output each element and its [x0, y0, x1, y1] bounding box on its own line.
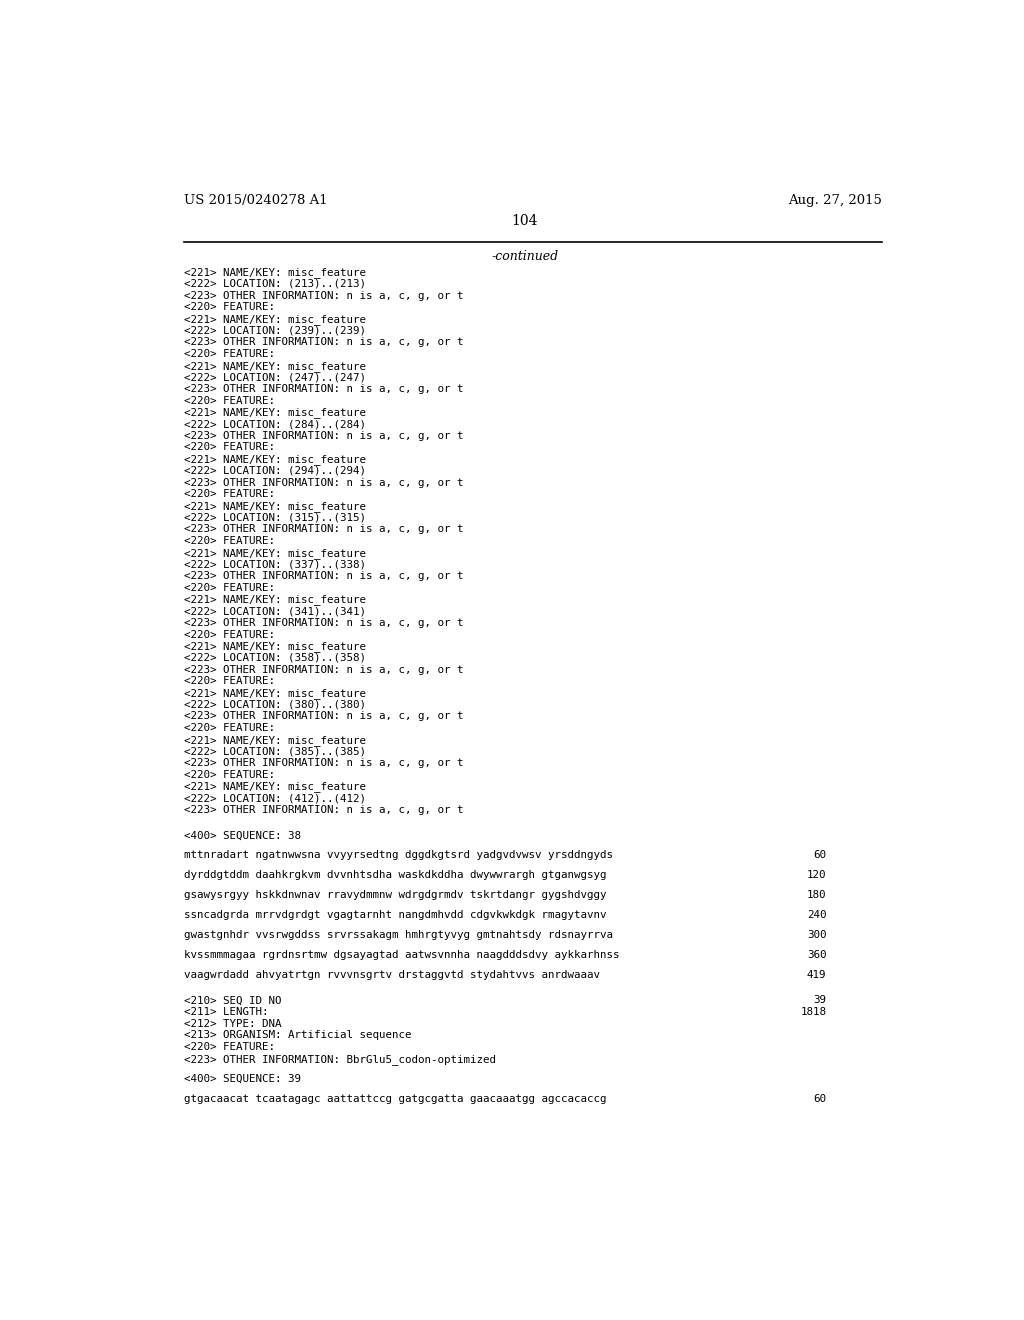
- Text: gtgacaacat tcaatagagc aattattccg gatgcgatta gaacaaatgg agccacaccg: gtgacaacat tcaatagagc aattattccg gatgcga…: [183, 1093, 606, 1104]
- Text: <220> FEATURE:: <220> FEATURE:: [183, 536, 274, 546]
- Text: 1818: 1818: [801, 1007, 826, 1016]
- Text: gsawysrgyy hskkdnwnav rravydmmnw wdrgdgrmdv tskrtdangr gygshdvggy: gsawysrgyy hskkdnwnav rravydmmnw wdrgdgr…: [183, 890, 606, 900]
- Text: 60: 60: [813, 1093, 826, 1104]
- Text: <221> NAME/KEY: misc_feature: <221> NAME/KEY: misc_feature: [183, 360, 366, 371]
- Text: <222> LOCATION: (213)..(213): <222> LOCATION: (213)..(213): [183, 279, 366, 289]
- Text: <211> LENGTH:: <211> LENGTH:: [183, 1007, 268, 1016]
- Text: <222> LOCATION: (341)..(341): <222> LOCATION: (341)..(341): [183, 606, 366, 616]
- Text: <221> NAME/KEY: misc_feature: <221> NAME/KEY: misc_feature: [183, 548, 366, 558]
- Text: <222> LOCATION: (284)..(284): <222> LOCATION: (284)..(284): [183, 420, 366, 429]
- Text: 39: 39: [813, 995, 826, 1006]
- Text: <223> OTHER INFORMATION: n is a, c, g, or t: <223> OTHER INFORMATION: n is a, c, g, o…: [183, 618, 463, 628]
- Text: <400> SEQUENCE: 38: <400> SEQUENCE: 38: [183, 830, 301, 841]
- Text: kvssmmmagaa rgrdnsrtmw dgsayagtad aatwsvnnha naagdddsdvy aykkarhnss: kvssmmmagaa rgrdnsrtmw dgsayagtad aatwsv…: [183, 950, 620, 960]
- Text: <220> FEATURE:: <220> FEATURE:: [183, 723, 274, 733]
- Text: <223> OTHER INFORMATION: n is a, c, g, or t: <223> OTHER INFORMATION: n is a, c, g, o…: [183, 758, 463, 768]
- Text: ssncadgrda mrrvdgrdgt vgagtarnht nangdmhvdd cdgvkwkdgk rmagytavnv: ssncadgrda mrrvdgrdgt vgagtarnht nangdmh…: [183, 909, 606, 920]
- Text: <221> NAME/KEY: misc_feature: <221> NAME/KEY: misc_feature: [183, 408, 366, 418]
- Text: gwastgnhdr vvsrwgddss srvrssakagm hmhrgtyvyg gmtnahtsdy rdsnayrrva: gwastgnhdr vvsrwgddss srvrssakagm hmhrgt…: [183, 929, 612, 940]
- Text: <222> LOCATION: (358)..(358): <222> LOCATION: (358)..(358): [183, 653, 366, 663]
- Text: <221> NAME/KEY: misc_feature: <221> NAME/KEY: misc_feature: [183, 454, 366, 465]
- Text: <221> NAME/KEY: misc_feature: <221> NAME/KEY: misc_feature: [183, 267, 366, 279]
- Text: <212> TYPE: DNA: <212> TYPE: DNA: [183, 1019, 281, 1028]
- Text: -continued: -continued: [492, 249, 558, 263]
- Text: 419: 419: [807, 970, 826, 979]
- Text: <223> OTHER INFORMATION: n is a, c, g, or t: <223> OTHER INFORMATION: n is a, c, g, o…: [183, 478, 463, 487]
- Text: <222> LOCATION: (337)..(338): <222> LOCATION: (337)..(338): [183, 560, 366, 569]
- Text: <223> OTHER INFORMATION: n is a, c, g, or t: <223> OTHER INFORMATION: n is a, c, g, o…: [183, 290, 463, 301]
- Text: <220> FEATURE:: <220> FEATURE:: [183, 490, 274, 499]
- Text: <213> ORGANISM: Artificial sequence: <213> ORGANISM: Artificial sequence: [183, 1031, 411, 1040]
- Text: <222> LOCATION: (294)..(294): <222> LOCATION: (294)..(294): [183, 466, 366, 477]
- Text: <400> SEQUENCE: 39: <400> SEQUENCE: 39: [183, 1073, 301, 1084]
- Text: <220> FEATURE:: <220> FEATURE:: [183, 770, 274, 780]
- Text: <223> OTHER INFORMATION: n is a, c, g, or t: <223> OTHER INFORMATION: n is a, c, g, o…: [183, 664, 463, 675]
- Text: <222> LOCATION: (247)..(247): <222> LOCATION: (247)..(247): [183, 372, 366, 383]
- Text: <210> SEQ ID NO: <210> SEQ ID NO: [183, 995, 281, 1006]
- Text: <223> OTHER INFORMATION: n is a, c, g, or t: <223> OTHER INFORMATION: n is a, c, g, o…: [183, 384, 463, 395]
- Text: <221> NAME/KEY: misc_feature: <221> NAME/KEY: misc_feature: [183, 500, 366, 512]
- Text: <220> FEATURE:: <220> FEATURE:: [183, 630, 274, 639]
- Text: <222> LOCATION: (385)..(385): <222> LOCATION: (385)..(385): [183, 746, 366, 756]
- Text: 240: 240: [807, 909, 826, 920]
- Text: <221> NAME/KEY: misc_feature: <221> NAME/KEY: misc_feature: [183, 781, 366, 792]
- Text: <221> NAME/KEY: misc_feature: <221> NAME/KEY: misc_feature: [183, 688, 366, 698]
- Text: vaagwrdadd ahvyatrtgn rvvvnsgrtv drstaggvtd stydahtvvs anrdwaaav: vaagwrdadd ahvyatrtgn rvvvnsgrtv drstagg…: [183, 970, 600, 979]
- Text: <223> OTHER INFORMATION: n is a, c, g, or t: <223> OTHER INFORMATION: n is a, c, g, o…: [183, 338, 463, 347]
- Text: 60: 60: [813, 850, 826, 861]
- Text: 180: 180: [807, 890, 826, 900]
- Text: mttnradart ngatnwwsna vvyyrsedtng dggdkgtsrd yadgvdvwsv yrsddngyds: mttnradart ngatnwwsna vvyyrsedtng dggdkg…: [183, 850, 612, 861]
- Text: <223> OTHER INFORMATION: n is a, c, g, or t: <223> OTHER INFORMATION: n is a, c, g, o…: [183, 524, 463, 535]
- Text: <222> LOCATION: (239)..(239): <222> LOCATION: (239)..(239): [183, 326, 366, 335]
- Text: <221> NAME/KEY: misc_feature: <221> NAME/KEY: misc_feature: [183, 642, 366, 652]
- Text: <223> OTHER INFORMATION: n is a, c, g, or t: <223> OTHER INFORMATION: n is a, c, g, o…: [183, 572, 463, 581]
- Text: <221> NAME/KEY: misc_feature: <221> NAME/KEY: misc_feature: [183, 314, 366, 325]
- Text: US 2015/0240278 A1: US 2015/0240278 A1: [183, 194, 328, 207]
- Text: <222> LOCATION: (380)..(380): <222> LOCATION: (380)..(380): [183, 700, 366, 710]
- Text: <220> FEATURE:: <220> FEATURE:: [183, 348, 274, 359]
- Text: <220> FEATURE:: <220> FEATURE:: [183, 396, 274, 405]
- Text: <220> FEATURE:: <220> FEATURE:: [183, 302, 274, 313]
- Text: 120: 120: [807, 870, 826, 880]
- Text: 300: 300: [807, 929, 826, 940]
- Text: Aug. 27, 2015: Aug. 27, 2015: [788, 194, 882, 207]
- Text: 360: 360: [807, 950, 826, 960]
- Text: <221> NAME/KEY: misc_feature: <221> NAME/KEY: misc_feature: [183, 735, 366, 746]
- Text: <220> FEATURE:: <220> FEATURE:: [183, 1041, 274, 1052]
- Text: <222> LOCATION: (315)..(315): <222> LOCATION: (315)..(315): [183, 512, 366, 523]
- Text: <220> FEATURE:: <220> FEATURE:: [183, 442, 274, 453]
- Text: <223> OTHER INFORMATION: n is a, c, g, or t: <223> OTHER INFORMATION: n is a, c, g, o…: [183, 430, 463, 441]
- Text: <220> FEATURE:: <220> FEATURE:: [183, 676, 274, 686]
- Text: dyrddgtddm daahkrgkvm dvvnhtsdha waskdkddha dwywwrargh gtganwgsyg: dyrddgtddm daahkrgkvm dvvnhtsdha waskdkd…: [183, 870, 606, 880]
- Text: 104: 104: [512, 214, 538, 228]
- Text: <223> OTHER INFORMATION: n is a, c, g, or t: <223> OTHER INFORMATION: n is a, c, g, o…: [183, 711, 463, 721]
- Text: <223> OTHER INFORMATION: n is a, c, g, or t: <223> OTHER INFORMATION: n is a, c, g, o…: [183, 805, 463, 814]
- Text: <221> NAME/KEY: misc_feature: <221> NAME/KEY: misc_feature: [183, 594, 366, 606]
- Text: <220> FEATURE:: <220> FEATURE:: [183, 582, 274, 593]
- Text: <222> LOCATION: (412)..(412): <222> LOCATION: (412)..(412): [183, 793, 366, 803]
- Text: <223> OTHER INFORMATION: BbrGlu5_codon-optimized: <223> OTHER INFORMATION: BbrGlu5_codon-o…: [183, 1053, 496, 1065]
